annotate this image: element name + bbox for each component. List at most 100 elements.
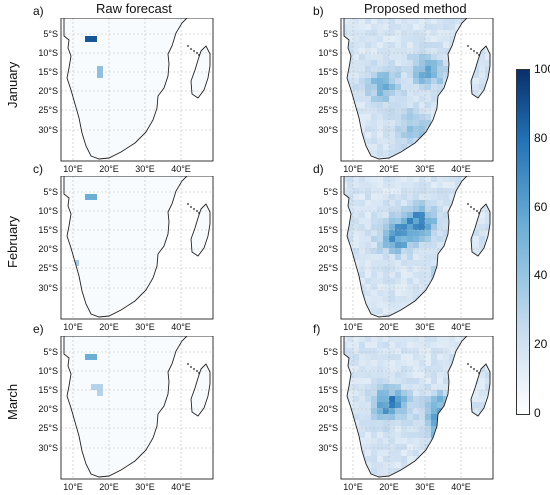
y-tick-label: 5°S xyxy=(43,29,58,39)
island xyxy=(470,48,472,50)
x-tick-label: 10°E xyxy=(343,482,363,492)
y-tick-label: 30°S xyxy=(38,283,58,293)
colorbar-tick-label: 0 xyxy=(534,406,541,420)
y-tick-label: 20°S xyxy=(318,86,338,96)
y-tick-label: 15°S xyxy=(318,225,338,235)
graticule xyxy=(61,176,213,319)
y-tick-label: 10°S xyxy=(318,206,338,216)
island xyxy=(193,208,195,210)
island xyxy=(473,208,475,210)
y-tick-label: 30°S xyxy=(318,125,338,135)
y-tick-label: 5°S xyxy=(43,347,58,357)
map-panel-e: 5°S 10°S 15°S 20°S 25°S 30°S 10°E 20°E 30°E 40°E xyxy=(33,336,215,495)
y-tick-label: 10°S xyxy=(38,48,58,58)
island xyxy=(196,370,198,372)
column-title-proposed: Proposed method xyxy=(364,1,467,16)
map-panel-d: 5°S 10°S 15°S 20°S 25°S 30°S 10°E 20°E 30°E 40°E xyxy=(313,176,495,335)
x-tick-label: 40°E xyxy=(451,322,471,332)
panel-letter: e) xyxy=(33,322,44,336)
island xyxy=(470,366,472,368)
y-tick-label: 30°S xyxy=(318,283,338,293)
y-tick-label: 10°S xyxy=(38,366,58,376)
y-tick-label: 10°S xyxy=(38,206,58,216)
x-tick-label: 20°E xyxy=(379,164,399,174)
coastline-madagascar xyxy=(470,363,491,417)
island xyxy=(476,52,478,54)
x-tick-label: 20°E xyxy=(379,322,399,332)
island xyxy=(187,363,189,365)
map-svg: 5°S 10°S 15°S 20°S 25°S 30°S 10°E 20°E 30°E 40°E xyxy=(318,336,494,492)
map-frame xyxy=(60,176,214,320)
y-tick-label: 10°S xyxy=(318,48,338,58)
island xyxy=(198,54,200,56)
x-tick-label: 10°E xyxy=(63,482,83,492)
panel-letter: b) xyxy=(313,4,324,18)
y-tick-label: 20°S xyxy=(38,244,58,254)
coastline-madagascar xyxy=(190,203,211,257)
x-tick-label: 10°E xyxy=(63,322,83,332)
coastline-africa xyxy=(343,18,468,160)
island xyxy=(470,206,472,208)
y-tick-label: 25°S xyxy=(318,423,338,433)
panel-letter: a) xyxy=(33,4,44,18)
coastline-africa xyxy=(63,336,188,478)
x-tick-label: 10°E xyxy=(343,322,363,332)
x-tick-label: 40°E xyxy=(171,164,191,174)
y-tick-label: 5°S xyxy=(43,187,58,197)
graticule xyxy=(341,18,493,161)
y-tick-label: 30°S xyxy=(38,443,58,453)
y-tick-label: 5°S xyxy=(323,187,338,197)
x-tick-label: 40°E xyxy=(171,322,191,332)
panel-letter: c) xyxy=(33,162,43,176)
y-tick-label: 20°S xyxy=(318,404,338,414)
x-tick-label: 10°E xyxy=(343,164,363,174)
island xyxy=(190,48,192,50)
island xyxy=(476,370,478,372)
island xyxy=(190,206,192,208)
island xyxy=(196,52,198,54)
map-frame xyxy=(340,18,494,162)
x-tick-label: 40°E xyxy=(451,164,471,174)
island xyxy=(473,50,475,52)
y-tick-label: 10°S xyxy=(318,366,338,376)
y-tick-label: 5°S xyxy=(323,29,338,39)
colorbar-tick-label: 60 xyxy=(534,199,548,214)
map-panel-c: 5°S 10°S 15°S 20°S 25°S 30°S 10°E 20°E 30°E 40°E xyxy=(33,176,215,335)
coastline-madagascar xyxy=(190,45,211,99)
y-tick-label: 25°S xyxy=(318,263,338,273)
colorbar-tick-label: 40 xyxy=(534,268,548,283)
island xyxy=(478,372,480,374)
y-tick-label: 30°S xyxy=(318,443,338,453)
coastline-africa xyxy=(343,336,468,478)
y-tick-label: 20°S xyxy=(38,404,58,414)
x-tick-label: 30°E xyxy=(135,322,155,332)
graticule xyxy=(341,176,493,319)
map-frame xyxy=(340,336,494,480)
island xyxy=(476,210,478,212)
graticule xyxy=(61,18,213,161)
map-frame xyxy=(60,18,214,162)
row-label-february: February xyxy=(5,215,20,268)
y-tick-label: 15°S xyxy=(38,385,58,395)
column-title-raw: Raw forecast xyxy=(96,1,172,16)
map-panel-f: 5°S 10°S 15°S 20°S 25°S 30°S 10°E 20°E 30°E 40°E xyxy=(313,336,495,495)
y-tick-label: 20°S xyxy=(38,86,58,96)
panel-letter: f) xyxy=(313,322,321,336)
y-tick-label: 5°S xyxy=(323,347,338,357)
coastline-africa xyxy=(63,176,188,318)
x-tick-label: 30°E xyxy=(135,482,155,492)
map-svg: 5°S 10°S 15°S 20°S 25°S 30°S 10°E 20°E 30°E 40°E xyxy=(318,176,494,332)
island xyxy=(473,368,475,370)
map-frame xyxy=(340,176,494,320)
y-tick-label: 25°S xyxy=(38,263,58,273)
x-tick-label: 20°E xyxy=(99,164,119,174)
island xyxy=(467,363,469,365)
map-panel-a: 5°S 10°S 15°S 20°S 25°S 30°S 10°E 20°E 30°E 40°E xyxy=(33,18,215,177)
island xyxy=(478,212,480,214)
coastline-africa xyxy=(343,176,468,318)
map-frame xyxy=(60,336,214,480)
island xyxy=(187,203,189,205)
y-tick-label: 25°S xyxy=(38,105,58,115)
map-panel-b: 5°S 10°S 15°S 20°S 25°S 30°S 10°E 20°E 30°E 40°E xyxy=(313,18,495,177)
coastline-africa xyxy=(63,18,188,160)
